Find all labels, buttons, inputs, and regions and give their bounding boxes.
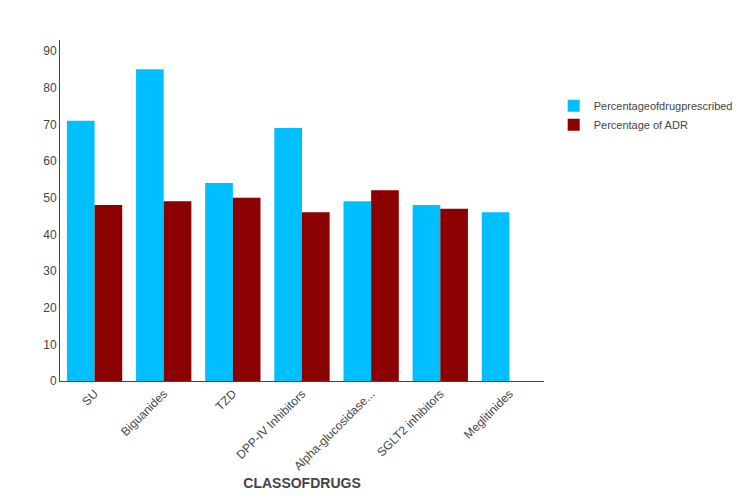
svg-text:90: 90: [43, 44, 57, 58]
svg-text:0: 0: [50, 374, 57, 388]
svg-text:Percentageofdrugprescribed: Percentageofdrugprescribed: [594, 100, 733, 112]
svg-text:30: 30: [43, 264, 57, 278]
svg-text:SGLT2 inhibitors: SGLT2 inhibitors: [374, 387, 446, 459]
svg-text:SU: SU: [79, 387, 101, 409]
svg-text:DPP-IV Inhibitors: DPP-IV Inhibitors: [233, 387, 308, 462]
svg-text:20: 20: [43, 301, 57, 315]
svg-text:Meglitinides: Meglitinides: [461, 387, 516, 442]
svg-text:40: 40: [43, 228, 57, 242]
svg-text:80: 80: [43, 81, 57, 95]
svg-text:Biguanides: Biguanides: [118, 387, 170, 439]
svg-text:60: 60: [43, 154, 57, 168]
svg-text:10: 10: [43, 338, 57, 352]
svg-text:TZD: TZD: [213, 387, 240, 414]
svg-text:Percentage of ADR: Percentage of ADR: [594, 119, 688, 131]
svg-text:70: 70: [43, 118, 57, 132]
svg-text:Alpha-glucosidase...: Alpha-glucosidase...: [291, 387, 377, 473]
svg-text:50: 50: [43, 191, 57, 205]
svg-text:CLASSOFDRUGS: CLASSOFDRUGS: [243, 475, 360, 491]
